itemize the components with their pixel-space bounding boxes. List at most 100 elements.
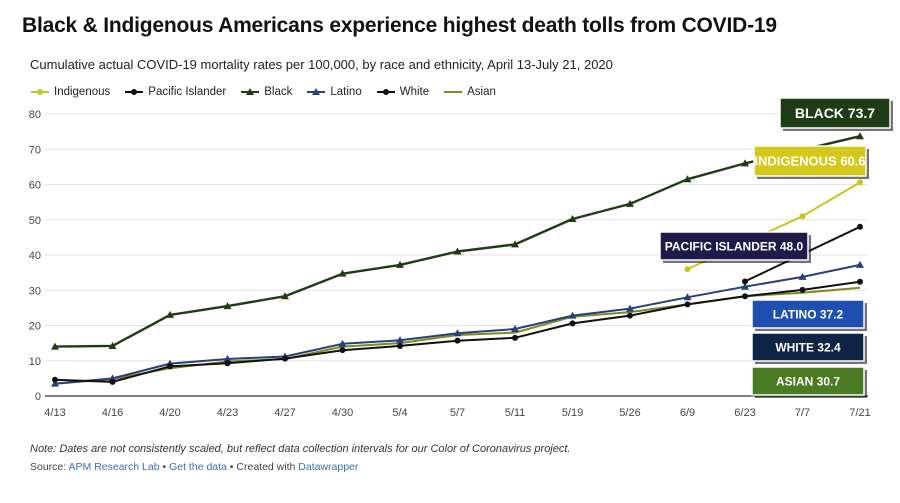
series-line-black	[54, 135, 861, 348]
label-box-indigenous	[753, 145, 867, 177]
legend-item-pacific-islander: Pacific Islander	[124, 86, 226, 98]
point-latino-4-23	[223, 354, 232, 362]
x-tick-label-4-27: 4/27	[274, 407, 295, 419]
legend-item-asian: Asian	[443, 86, 496, 98]
point-white-7-7	[799, 286, 806, 293]
point-latino-5-11	[511, 325, 519, 333]
y-tick-label-60: 60	[29, 180, 41, 192]
y-tick-label-50: 50	[29, 215, 41, 227]
label-text-white: WHITE 32.4	[775, 340, 841, 354]
datawrapper-link[interactable]: Datawrapper	[298, 461, 359, 473]
legend-swatch-pacific-islander	[125, 89, 144, 95]
point-black-5-7	[453, 247, 462, 255]
source-prefix: Source:	[30, 461, 69, 473]
label-text-latino: LATINO 37.2	[773, 307, 844, 321]
y-tick-label-10: 10	[29, 356, 41, 368]
point-black-6-9	[683, 175, 692, 183]
point-latino-5-19	[568, 311, 577, 319]
chart-title: Black & Indigenous Americans experience …	[22, 14, 777, 37]
y-tick-label-80: 80	[29, 109, 41, 121]
point-latino-6-9	[683, 293, 692, 301]
legend-item-latino: Latino	[306, 86, 362, 98]
chart-note: Note: Dates are not consistently scaled,…	[30, 443, 571, 455]
legend-swatch-latino	[307, 88, 326, 95]
point-black-4-27	[281, 292, 289, 300]
legend-item-indigenous: Indigenous	[30, 86, 110, 98]
point-white-4-16	[109, 378, 116, 385]
legend-swatch-asian	[444, 91, 463, 93]
point-white-5-26	[627, 312, 633, 319]
label-box-black	[779, 97, 891, 129]
point-black-4-23	[223, 302, 232, 310]
point-black-5-19	[568, 215, 577, 223]
x-tick-label-4-20: 4/20	[159, 407, 180, 419]
legend-swatch-indigenous	[31, 89, 49, 95]
legend-item-black: Black	[240, 86, 292, 98]
get-data-link[interactable]: Get the data	[169, 461, 227, 473]
x-tick-label-6-9: 6/9	[680, 407, 695, 419]
legend: Indigenous Pacific Islander Black Latino…	[30, 86, 496, 98]
chart-subtitle: Cumulative actual COVID-19 mortality rat…	[30, 57, 613, 72]
point-pacific-islander-6-23	[742, 278, 748, 285]
label-text-black: BLACK 73.7	[795, 105, 875, 121]
point-black-5-4	[396, 260, 404, 268]
source-line: Source: APM Research Lab • Get the data …	[30, 461, 358, 473]
point-white-4-30	[339, 347, 346, 354]
point-white-6-9	[684, 301, 691, 308]
point-latino-4-30	[338, 339, 347, 347]
point-latino-7-7	[798, 272, 807, 280]
legend-label-asian: Asian	[467, 86, 496, 98]
point-black-7-21	[856, 132, 864, 140]
point-white-7-21	[857, 278, 863, 285]
label-text-pacific-islander: PACIFIC ISLANDER 48.0	[665, 239, 804, 253]
label-text-indigenous: INDIGENOUS 60.6	[754, 154, 865, 169]
point-black-5-11	[511, 240, 519, 248]
label-box-pacific-islander	[659, 231, 809, 261]
y-tick-label-30: 30	[29, 285, 41, 297]
source-sep-2: • Created with	[226, 461, 299, 473]
label-text-asian: ASIAN 30.7	[776, 374, 840, 388]
x-tick-label-7-7: 7/7	[795, 407, 810, 419]
point-white-5-7	[454, 337, 461, 344]
point-black-5-26	[626, 199, 634, 207]
x-tick-label-5-11: 5/11	[505, 407, 526, 419]
x-tick-label-4-23: 4/23	[217, 407, 238, 419]
x-tick-label-5-26: 5/26	[619, 407, 640, 419]
point-white-6-23	[742, 293, 748, 300]
label-box-latino	[751, 299, 865, 329]
source-lab-link[interactable]: APM Research Lab	[68, 461, 160, 473]
legend-label-pacific-islander: Pacific Islander	[148, 86, 227, 98]
x-tick-label-4-30: 4/30	[332, 407, 353, 419]
point-indigenous-7-21	[857, 179, 863, 186]
point-white-4-27	[282, 355, 288, 362]
point-black-4-13	[51, 342, 59, 350]
x-tick-label-4-13: 4/13	[44, 407, 65, 419]
point-black-6-23	[741, 159, 749, 167]
point-white-4-13	[52, 376, 58, 383]
legend-swatch-black	[241, 88, 260, 95]
point-white-4-20	[167, 363, 173, 370]
point-white-5-4	[397, 342, 403, 349]
point-white-4-23	[224, 360, 231, 367]
legend-label-white: White	[399, 86, 430, 98]
y-tick-label-40: 40	[29, 250, 41, 262]
x-tick-label-5-19: 5/19	[562, 407, 583, 419]
legend-swatch-white	[376, 89, 395, 95]
y-tick-label-20: 20	[29, 321, 41, 333]
point-indigenous-6-9	[684, 266, 691, 273]
point-white-5-19	[569, 320, 576, 327]
x-tick-label-5-7: 5/7	[450, 407, 465, 419]
source-sep-1: •	[159, 461, 170, 473]
point-latino-5-7	[453, 329, 462, 337]
legend-label-latino: Latino	[330, 86, 362, 98]
point-latino-4-16	[108, 374, 117, 382]
point-white-5-11	[512, 334, 518, 341]
point-latino-5-4	[396, 336, 404, 344]
x-tick-label-6-23: 6/23	[734, 407, 755, 419]
point-pacific-islander-7-21	[857, 223, 863, 230]
point-latino-4-13	[51, 379, 59, 387]
point-black-4-16	[108, 341, 117, 349]
y-tick-label-70: 70	[29, 144, 41, 156]
legend-item-white: White	[376, 86, 429, 98]
